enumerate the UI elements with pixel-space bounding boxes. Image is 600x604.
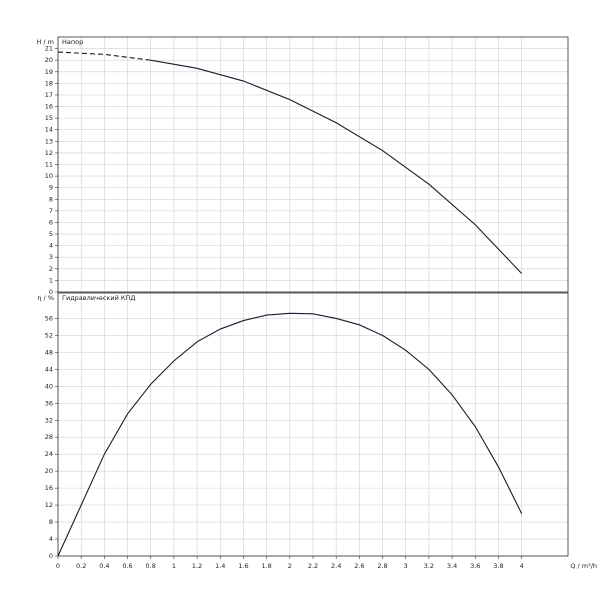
y-tick-label: 9: [49, 184, 53, 192]
y-tick-label: 0: [49, 288, 53, 296]
y-tick-label: 2: [49, 265, 53, 273]
x-tick-label: 1.6: [238, 562, 248, 570]
y-tick-label: 19: [45, 68, 53, 76]
y-tick-label: 24: [45, 450, 53, 458]
x-tick-label: 3.6: [470, 562, 480, 570]
y-tick-label: 4: [49, 242, 53, 250]
y-tick-label: 7: [49, 207, 53, 215]
x-tick-label: 0: [56, 562, 60, 570]
x-tick-label: 1.2: [192, 562, 202, 570]
y-tick-label: 48: [45, 348, 53, 356]
y-tick-label: 52: [45, 331, 53, 339]
y-tick-label: 0: [49, 552, 53, 560]
y-tick-label: 12: [45, 501, 53, 509]
y-tick-label: 14: [45, 126, 53, 134]
y-tick-label: 11: [45, 161, 53, 169]
x-tick-label: 0.6: [122, 562, 132, 570]
x-tick-label: 0.4: [99, 562, 109, 570]
x-axis-label: Q / m³/h: [570, 562, 597, 570]
plot-frame: [57, 36, 569, 293]
x-tick-label: 3.8: [493, 562, 503, 570]
y-tick-label: 8: [49, 518, 53, 526]
y-tick-label: 10: [45, 172, 53, 180]
x-tick-label: 0.8: [146, 562, 156, 570]
x-tick-label: 1.8: [261, 562, 271, 570]
y-tick-label: 8: [49, 195, 53, 203]
y-tick-label: 32: [45, 416, 53, 424]
y-tick-label: 40: [45, 382, 53, 390]
x-tick-label: 2.2: [308, 562, 318, 570]
y-tick-label: 4: [49, 535, 53, 543]
y-tick-label: 1: [49, 276, 53, 284]
y-tick-label: 5: [49, 230, 53, 238]
y-tick-label: 16: [45, 103, 53, 111]
y-tick-label: 28: [45, 433, 53, 441]
y-tick-label: 56: [45, 314, 53, 322]
y-axis-label: η / %: [37, 294, 54, 302]
y-tick-label: 13: [45, 137, 53, 145]
y-tick-label: 17: [45, 91, 53, 99]
x-tick-label: 2.6: [354, 562, 364, 570]
y-tick-label: 21: [45, 45, 53, 53]
y-tick-label: 16: [45, 484, 53, 492]
panel-title: Напор: [62, 38, 83, 46]
y-tick-label: 18: [45, 79, 53, 87]
curve: [57, 312, 523, 557]
y-tick-label: 15: [45, 114, 53, 122]
y-tick-label: 12: [45, 149, 53, 157]
x-tick-label: 3: [404, 562, 408, 570]
curve: [150, 59, 523, 274]
y-tick-label: 36: [45, 399, 53, 407]
x-tick-label: 4: [520, 562, 524, 570]
y-tick-label: 20: [45, 56, 53, 64]
x-tick-label: 2.4: [331, 562, 341, 570]
x-tick-label: 1.4: [215, 562, 225, 570]
y-tick-label: 3: [49, 253, 53, 261]
x-tick-label: 2.8: [377, 562, 387, 570]
x-tick-label: 1: [172, 562, 176, 570]
y-tick-label: 6: [49, 218, 53, 226]
y-axis-label: H / m: [36, 38, 54, 46]
x-tick-label: 0.2: [76, 562, 86, 570]
plot-frame: [57, 292, 569, 557]
y-tick-label: 20: [45, 467, 53, 475]
panel-title: Гидравлический КПД: [62, 294, 135, 302]
y-tick-label: 44: [45, 365, 53, 373]
x-tick-label: 2: [288, 562, 292, 570]
x-tick-label: 3.4: [447, 562, 457, 570]
x-tick-label: 3.2: [424, 562, 434, 570]
